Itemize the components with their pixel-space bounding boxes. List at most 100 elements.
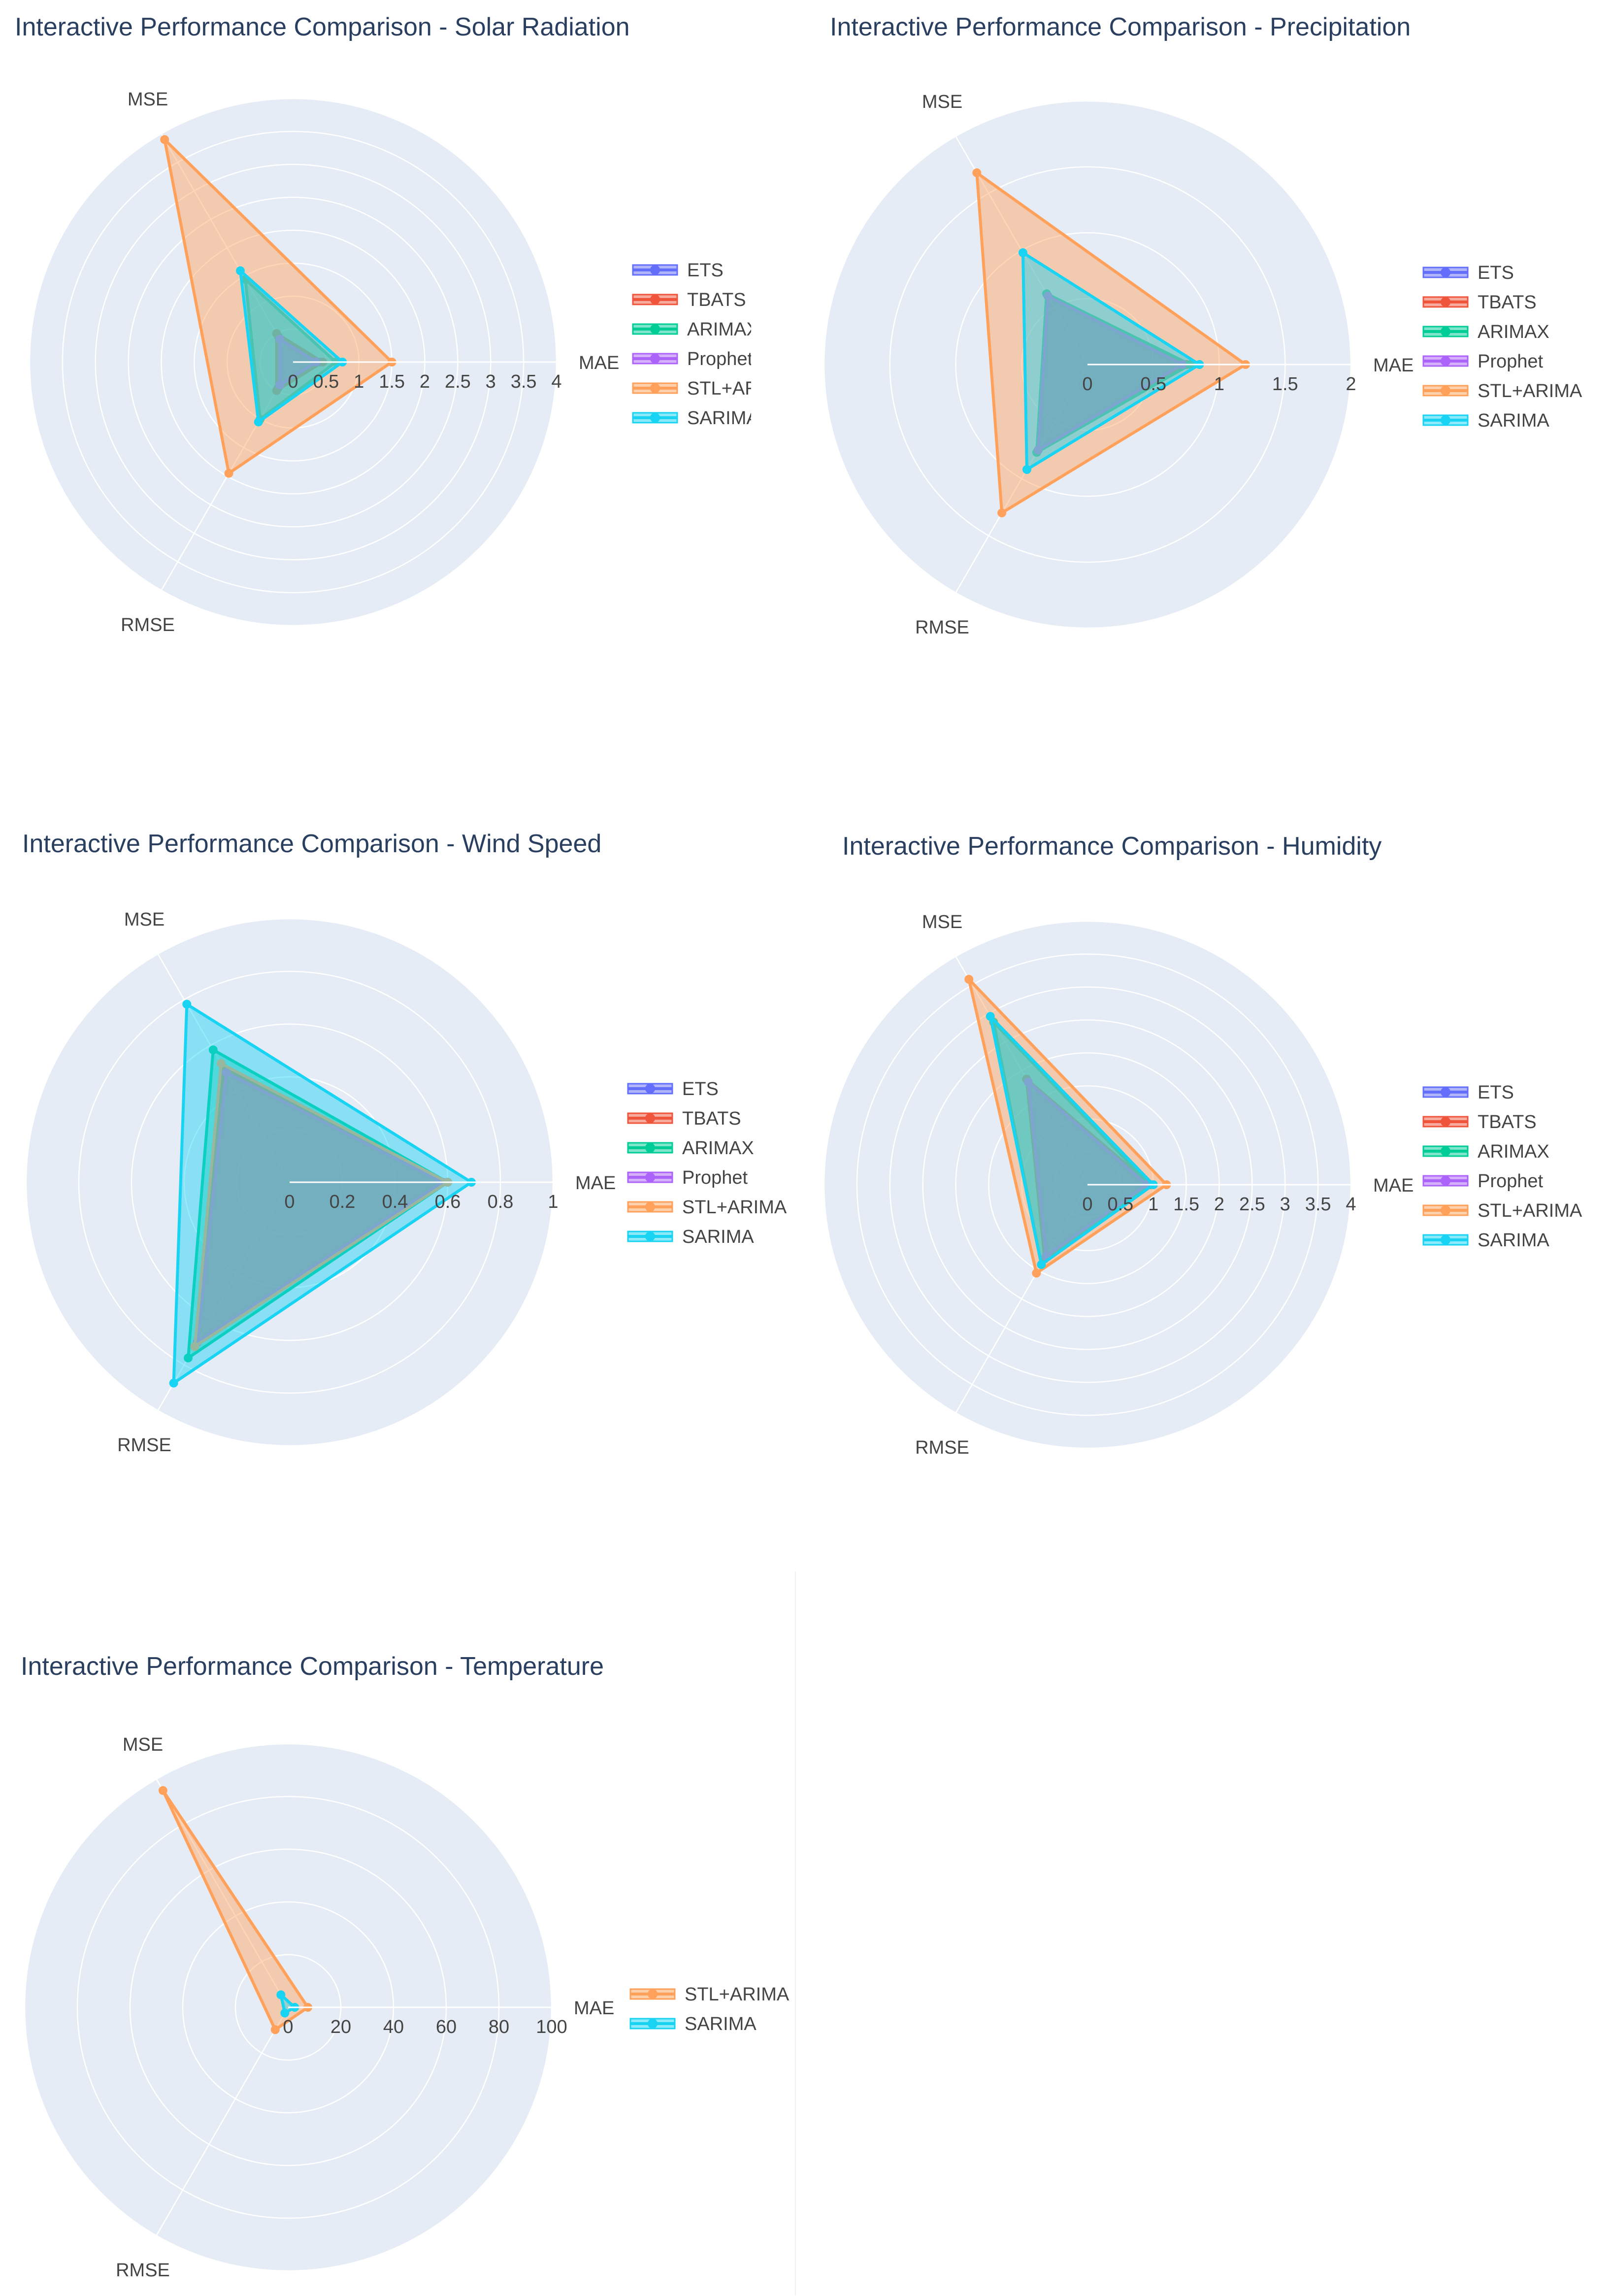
series-prophet[interactable]: [193, 1068, 447, 1347]
series-area[interactable]: [239, 269, 344, 424]
series-prophet[interactable]: [1023, 1077, 1152, 1261]
legend-item[interactable]: SARIMA: [627, 1227, 754, 1247]
legend[interactable]: ETS TBATS ARIMAX Prophet STL+ARIMA SARIMA: [632, 260, 792, 429]
legend-label: ETS: [687, 260, 724, 281]
data-point[interactable]: [236, 266, 245, 275]
series-sarima[interactable]: [236, 266, 347, 427]
legend[interactable]: ETS TBATS ARIMAX Prophet STL+ARIMA SARIMA: [1422, 1082, 1582, 1251]
legend-item[interactable]: Prophet: [627, 1167, 748, 1188]
legend-marker: [645, 1084, 655, 1094]
data-point[interactable]: [224, 468, 233, 478]
data-point[interactable]: [190, 1342, 199, 1351]
legend-item[interactable]: STL+ARIMA: [632, 378, 792, 399]
legend-item[interactable]: STL+ARIMA: [629, 1984, 790, 2005]
legend-item[interactable]: SARIMA: [629, 2014, 757, 2034]
series-sarima[interactable]: [1018, 248, 1204, 474]
legend-item[interactable]: STL+ARIMA: [1422, 381, 1582, 401]
legend-item[interactable]: STL+ARIMA: [627, 1197, 787, 1218]
series-area[interactable]: [1036, 295, 1184, 452]
legend-item[interactable]: STL+ARIMA: [1422, 1200, 1582, 1221]
legend-item[interactable]: ETS: [627, 1079, 719, 1099]
data-point[interactable]: [972, 168, 982, 177]
radar-chart-3[interactable]: Interactive Performance Comparison - Win…: [22, 830, 787, 1456]
legend-label: Prophet: [1478, 1171, 1544, 1192]
data-point[interactable]: [184, 1353, 193, 1363]
series-area[interactable]: [1026, 1080, 1149, 1258]
series-area[interactable]: [193, 1062, 449, 1348]
data-point[interactable]: [275, 334, 285, 344]
legend-item[interactable]: ARIMAX: [1422, 322, 1549, 342]
legend-item[interactable]: Prophet: [1422, 351, 1544, 372]
legend-marker: [645, 1143, 655, 1153]
series-stl-arima[interactable]: [964, 975, 1171, 1278]
series-area[interactable]: [244, 278, 337, 421]
series-stl-arima[interactable]: [158, 1786, 313, 2034]
series-area[interactable]: [187, 1048, 449, 1360]
legend-item[interactable]: TBATS: [627, 1108, 741, 1129]
series-area[interactable]: [172, 1002, 473, 1385]
data-point[interactable]: [216, 1059, 226, 1068]
legend-item[interactable]: SARIMA: [1422, 1230, 1549, 1251]
series-stl-arima[interactable]: [190, 1059, 452, 1351]
legend-marker: [648, 1989, 658, 1999]
data-point[interactable]: [160, 135, 169, 144]
legend-label: ETS: [1478, 1082, 1514, 1103]
chart-title: Interactive Performance Comparison - Win…: [22, 830, 601, 858]
legend-item[interactable]: TBATS: [632, 290, 746, 310]
data-point[interactable]: [208, 1045, 218, 1055]
data-point[interactable]: [997, 508, 1007, 518]
legend-item[interactable]: ARIMAX: [1422, 1141, 1549, 1162]
data-point[interactable]: [1023, 1077, 1033, 1087]
series-area[interactable]: [1021, 251, 1201, 471]
data-point[interactable]: [270, 2025, 280, 2034]
data-point[interactable]: [222, 1068, 231, 1077]
data-point[interactable]: [158, 1786, 167, 1795]
data-point[interactable]: [1022, 465, 1031, 474]
data-point[interactable]: [280, 2008, 290, 2018]
data-point[interactable]: [964, 975, 974, 984]
legend-item[interactable]: ARIMAX: [632, 319, 759, 340]
series-stl-arima[interactable]: [972, 168, 1250, 518]
legend-item[interactable]: TBATS: [1422, 292, 1537, 313]
legend-marker: [650, 324, 660, 334]
series-area[interactable]: [988, 1015, 1155, 1266]
data-point[interactable]: [169, 1378, 178, 1388]
legend[interactable]: ETS TBATS ARIMAX Prophet STL+ARIMA SARIMA: [627, 1079, 787, 1247]
series-sarima[interactable]: [276, 1990, 299, 2018]
data-point[interactable]: [276, 1990, 286, 1999]
legend-label: Prophet: [682, 1167, 748, 1188]
data-point[interactable]: [254, 417, 263, 427]
radar-chart-2[interactable]: Interactive Performance Comparison - Pre…: [823, 13, 1582, 638]
series-area[interactable]: [967, 978, 1168, 1275]
series-area[interactable]: [196, 1071, 444, 1344]
legend-item[interactable]: Prophet: [632, 349, 753, 369]
legend-item[interactable]: SARIMA: [1422, 410, 1549, 431]
legend[interactable]: ETS TBATS ARIMAX Prophet STL+ARIMA SARIMA: [1422, 263, 1582, 431]
data-point[interactable]: [275, 380, 285, 390]
data-point[interactable]: [1037, 1260, 1046, 1269]
legend-item[interactable]: ETS: [632, 260, 724, 281]
legend-marker: [1441, 297, 1450, 307]
radial-tick-label: 0.6: [435, 1192, 461, 1212]
legend-item[interactable]: SARIMA: [632, 408, 759, 429]
legend-item[interactable]: ETS: [1422, 263, 1514, 283]
angular-axis-label: MAE: [1373, 1175, 1414, 1196]
data-point[interactable]: [1018, 248, 1027, 257]
legend-item[interactable]: ETS: [1422, 1082, 1514, 1103]
radar-chart-1[interactable]: Interactive Performance Comparison - Sol…: [15, 13, 792, 635]
legend-label: ETS: [682, 1079, 719, 1099]
radial-tick-label: 0: [284, 1192, 295, 1212]
radar-chart-4[interactable]: Interactive Performance Comparison - Hum…: [823, 832, 1582, 1458]
series-area[interactable]: [975, 171, 1247, 515]
legend-item[interactable]: ARIMAX: [627, 1138, 754, 1159]
legend-item[interactable]: TBATS: [1422, 1112, 1537, 1132]
radar-chart-5[interactable]: Interactive Performance Comparison - Tem…: [21, 1652, 790, 2281]
data-point[interactable]: [1043, 292, 1053, 301]
data-point[interactable]: [182, 999, 192, 1009]
data-point[interactable]: [1033, 445, 1043, 455]
series-area[interactable]: [161, 1789, 310, 2031]
data-point[interactable]: [1032, 1268, 1041, 1278]
legend-item[interactable]: Prophet: [1422, 1171, 1544, 1192]
data-point[interactable]: [986, 1012, 995, 1021]
legend[interactable]: STL+ARIMA SARIMA: [629, 1984, 790, 2034]
